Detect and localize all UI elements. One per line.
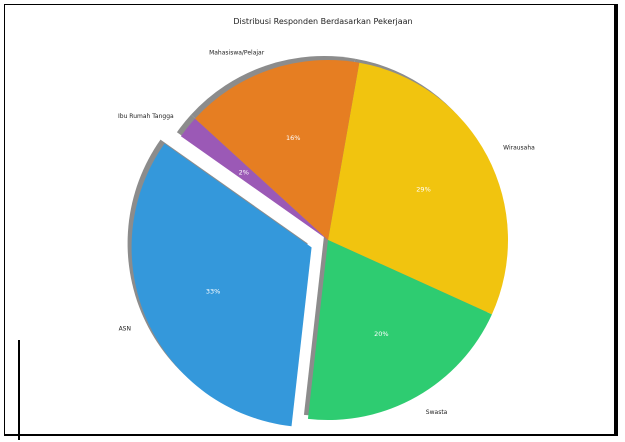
pct-label-asn: 33% <box>206 288 220 296</box>
category-label-ibu-rumah-tangga: Ibu Rumah Tangga <box>118 113 174 120</box>
category-label-wirausaha: Wirausaha <box>503 145 535 152</box>
frame-edge <box>18 340 20 440</box>
category-label-mahasiswa-pelajar: Mahasiswa/Pelajar <box>209 50 265 57</box>
slice-wirausaha <box>328 62 508 315</box>
slices <box>131 60 508 427</box>
slice-asn <box>131 143 312 427</box>
pct-label-ibu-rumah-tangga: 2% <box>239 168 249 176</box>
category-label-asn: ASN <box>119 326 131 333</box>
slice-ibu-rumah-tangga <box>180 118 328 240</box>
chart-title: Distribusi Responden Berdasarkan Pekerja… <box>233 17 412 26</box>
slice-swasta <box>307 240 492 421</box>
slice-labels: 29% Wirausaha 20% Swasta 33% ASN 2% Ibu Rumah T… <box>118 50 535 417</box>
pct-label-swasta: 20% <box>374 330 388 338</box>
pct-label-mahasiswa-pelajar: 16% <box>286 134 300 142</box>
category-label-swasta: Swasta <box>426 409 448 416</box>
pct-label-wirausaha: 29% <box>416 186 430 194</box>
slice-mahasiswa-pelajar <box>195 60 360 241</box>
